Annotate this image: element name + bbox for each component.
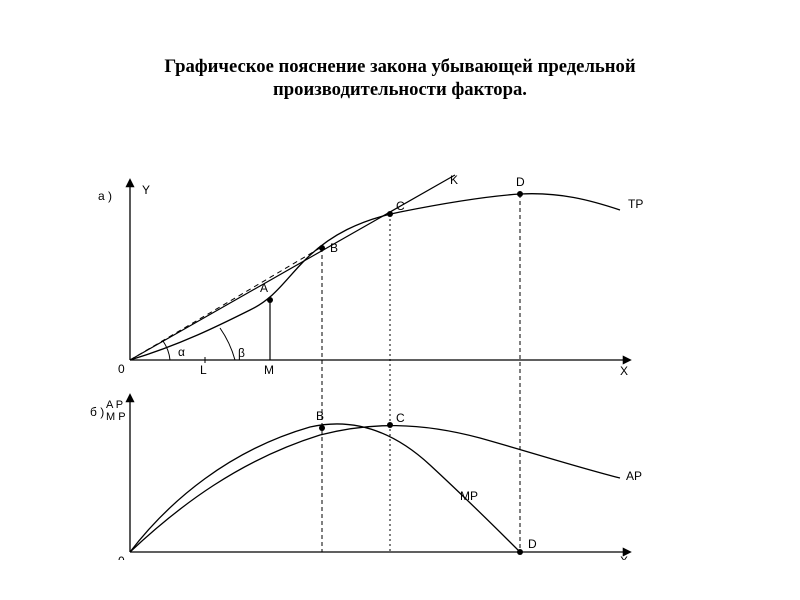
mp-curve xyxy=(130,424,520,552)
label-d-top: D xyxy=(516,175,525,189)
label-b-bottom: B xyxy=(316,409,324,423)
title-line-1: Графическое пояснение закона убывающей п… xyxy=(164,56,635,77)
angle-alpha-arc xyxy=(163,341,170,360)
label-c-bottom: C xyxy=(396,411,405,425)
point-d-top xyxy=(517,191,523,197)
label-c-top: C xyxy=(396,199,405,213)
panel-a-label: а ) xyxy=(98,189,112,203)
bottom-y-label-mp: M P xyxy=(106,411,126,423)
point-a xyxy=(267,297,273,303)
panel-b-label: б ) xyxy=(90,405,104,419)
label-tp: TP xyxy=(628,197,643,211)
econ-diagram: а ) Y X 0 K TP A B C D L M α β xyxy=(60,170,690,560)
label-b-top: B xyxy=(330,241,338,255)
label-a: A xyxy=(260,281,268,295)
point-b-bottom xyxy=(319,425,325,431)
top-x-label: X xyxy=(620,364,628,378)
page-title: Графическое пояснение закона убывающей п… xyxy=(0,55,800,102)
tangent-k-line xyxy=(130,175,455,360)
point-c-bottom xyxy=(387,422,393,428)
bottom-y-label-ap: A P xyxy=(106,399,123,411)
angle-beta-arc xyxy=(220,328,235,360)
label-mp: MP xyxy=(460,489,478,503)
label-d-bottom: D xyxy=(528,537,537,551)
top-y-label: Y xyxy=(142,183,150,197)
title-line-2: производительности фактора. xyxy=(273,79,527,100)
label-k: K xyxy=(450,173,458,187)
bottom-origin-label: 0 xyxy=(118,554,125,560)
top-origin-label: 0 xyxy=(118,362,125,376)
label-l: L xyxy=(200,363,207,377)
tp-curve xyxy=(130,194,620,360)
bottom-x-label: X xyxy=(620,554,628,560)
point-c-top xyxy=(387,211,393,217)
label-beta: β xyxy=(238,346,245,360)
label-ap: AP xyxy=(626,469,642,483)
label-alpha: α xyxy=(178,345,185,359)
point-b-top xyxy=(319,245,325,251)
point-d-bottom xyxy=(517,549,523,555)
label-m: M xyxy=(264,363,274,377)
diagram-container: а ) Y X 0 K TP A B C D L M α β xyxy=(60,170,690,565)
ap-curve xyxy=(130,426,620,552)
